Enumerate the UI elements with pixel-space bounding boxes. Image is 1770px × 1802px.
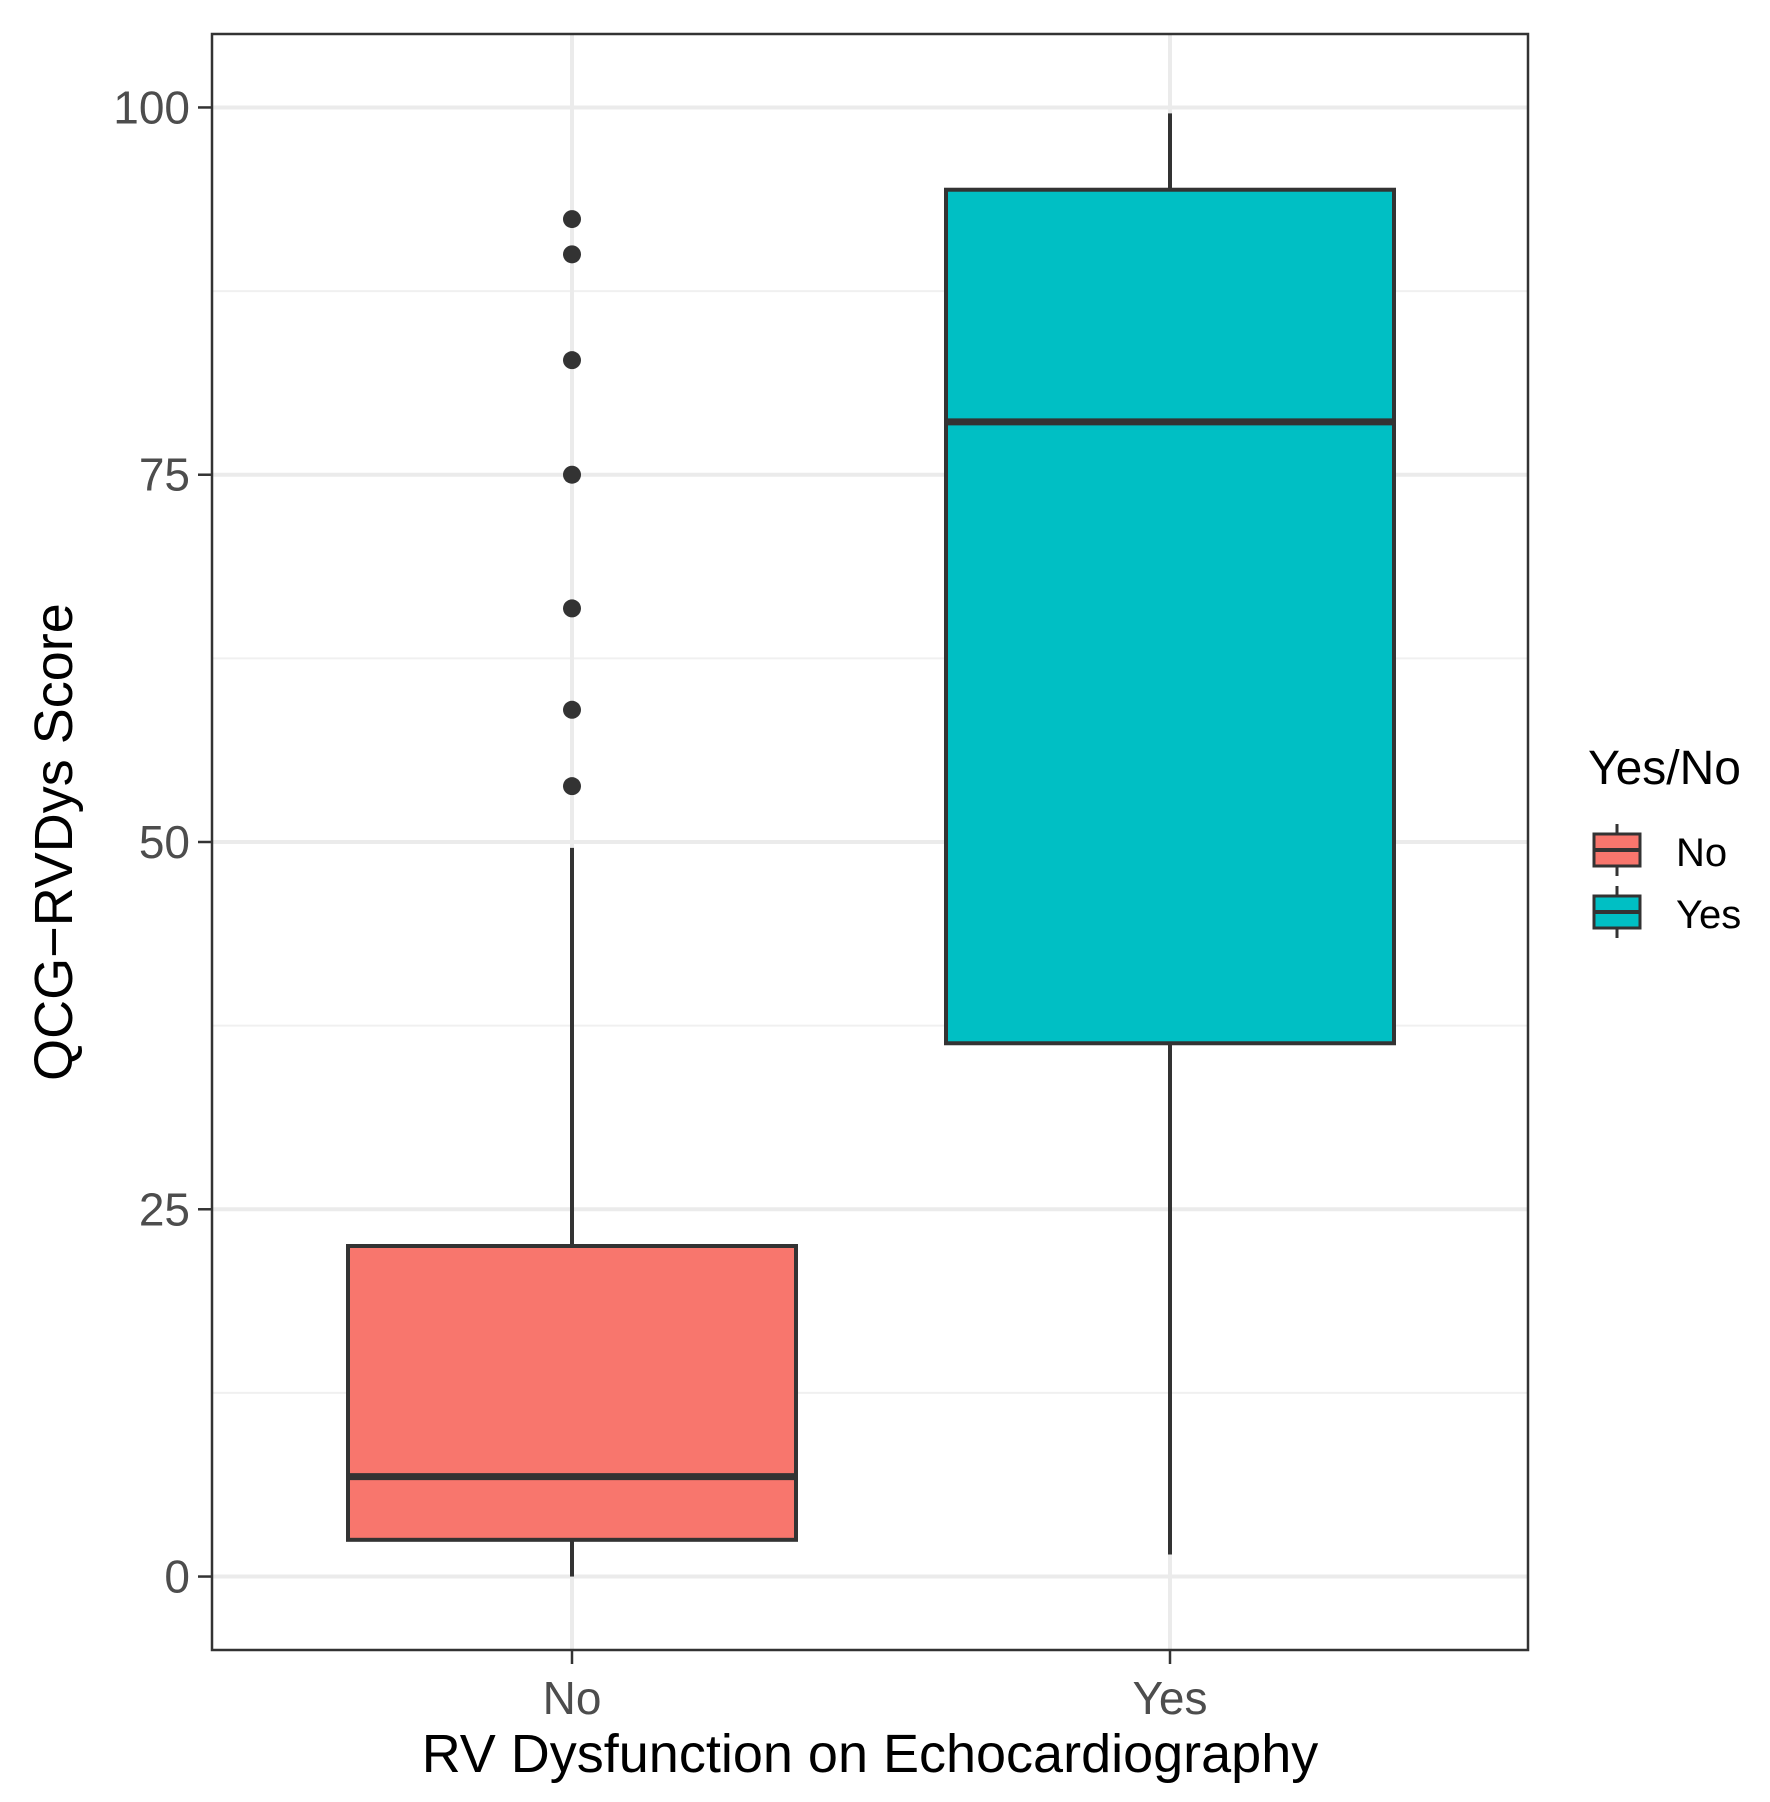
outlier-point-no-6 xyxy=(563,210,581,229)
box-no xyxy=(346,1244,798,1542)
outlier-point-no-2 xyxy=(563,599,581,618)
y-tick-label-0: 0 xyxy=(164,1551,190,1603)
y-axis-ticks: 0 25 50 75 100 xyxy=(113,81,212,1603)
outlier-point-no-4 xyxy=(563,351,581,370)
legend-keys xyxy=(1592,824,1642,938)
legend-title: Yes/No xyxy=(1588,742,1741,795)
legend: Yes/No No Yes xyxy=(1588,742,1741,938)
outlier-point-no-5 xyxy=(563,245,581,264)
x-tick-label-yes: Yes xyxy=(1132,1672,1207,1724)
x-tick-label-no: No xyxy=(543,1672,602,1724)
y-axis-title: QCG−RVDys Score xyxy=(24,603,84,1081)
outlier-point-no-3 xyxy=(563,465,581,484)
y-tick-label-50: 50 xyxy=(139,816,190,868)
x-axis-ticks: No Yes xyxy=(543,1650,1208,1724)
x-axis-title: RV Dysfunction on Echocardiography xyxy=(422,1724,1319,1784)
outlier-point-no-1 xyxy=(563,700,581,719)
legend-label-no: No xyxy=(1676,831,1727,875)
y-tick-label-25: 25 xyxy=(139,1183,190,1235)
y-tick-label-75: 75 xyxy=(139,449,190,501)
box-series xyxy=(346,113,1396,1577)
outlier-point-no-0 xyxy=(563,777,581,796)
y-tick-label-100: 100 xyxy=(113,81,190,133)
box-yes xyxy=(944,187,1396,1046)
legend-label-yes: Yes xyxy=(1676,893,1741,937)
